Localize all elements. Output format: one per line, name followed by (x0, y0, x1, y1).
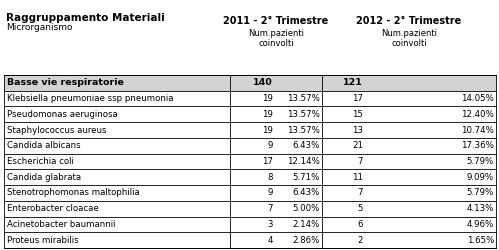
Text: Pseudomonas aeruginosa: Pseudomonas aeruginosa (7, 110, 118, 119)
Text: 4.96%: 4.96% (467, 220, 494, 229)
Bar (4, 185, 496, 201)
Text: Stenotrophomonas maltophilia: Stenotrophomonas maltophilia (7, 188, 140, 198)
Text: 21: 21 (352, 141, 363, 150)
Text: 2: 2 (357, 236, 363, 245)
Text: 19: 19 (262, 126, 273, 134)
Text: 7: 7 (267, 204, 273, 213)
Text: 9: 9 (267, 141, 273, 150)
Text: 5.79%: 5.79% (467, 188, 494, 198)
Text: 6: 6 (357, 220, 363, 229)
Text: 5.71%: 5.71% (292, 173, 320, 182)
Text: 6.43%: 6.43% (292, 188, 320, 198)
Text: 2.86%: 2.86% (292, 236, 320, 245)
Text: Acinetobacter baumannii: Acinetobacter baumannii (7, 220, 115, 229)
Text: 3: 3 (267, 220, 273, 229)
Text: Klebsiella pneumoniae ssp pneumonia: Klebsiella pneumoniae ssp pneumonia (7, 94, 174, 103)
Text: 2.14%: 2.14% (292, 220, 320, 229)
Bar (4, 232, 496, 248)
Text: 8: 8 (267, 173, 273, 182)
Text: 13.57%: 13.57% (287, 94, 320, 103)
Text: 4.13%: 4.13% (467, 204, 494, 213)
Text: 7: 7 (357, 157, 363, 166)
Text: Num.pazienti
coinvolti: Num.pazienti coinvolti (381, 29, 437, 48)
Text: 9.09%: 9.09% (467, 173, 494, 182)
Text: 6.43%: 6.43% (292, 141, 320, 150)
Text: 4: 4 (267, 236, 273, 245)
Text: 15: 15 (352, 110, 363, 119)
Text: 17: 17 (262, 157, 273, 166)
Text: 12.14%: 12.14% (287, 157, 320, 166)
Text: 12.40%: 12.40% (461, 110, 494, 119)
Bar (4, 75, 496, 91)
Text: Num.pazienti
coinvolti: Num.pazienti coinvolti (248, 29, 304, 48)
Bar (4, 91, 496, 106)
Text: 10.74%: 10.74% (461, 126, 494, 134)
Text: 2011 - 2° Trimestre: 2011 - 2° Trimestre (224, 16, 329, 26)
Text: 17: 17 (352, 94, 363, 103)
Text: Candida glabrata: Candida glabrata (7, 173, 81, 182)
Bar (4, 169, 496, 185)
Text: 17.36%: 17.36% (461, 141, 494, 150)
Bar (4, 201, 496, 216)
Text: 13.57%: 13.57% (287, 110, 320, 119)
Text: 14.05%: 14.05% (461, 94, 494, 103)
Text: Proteus mirabilis: Proteus mirabilis (7, 236, 79, 245)
Text: Enterobacter cloacae: Enterobacter cloacae (7, 204, 99, 213)
Text: 13.57%: 13.57% (287, 126, 320, 134)
Text: Basse vie respiratorie: Basse vie respiratorie (7, 78, 124, 87)
Text: 2012 - 2° Trimestre: 2012 - 2° Trimestre (356, 16, 462, 26)
Text: 19: 19 (262, 110, 273, 119)
Bar (4, 216, 496, 232)
Text: 5.00%: 5.00% (292, 204, 320, 213)
Text: 1.65%: 1.65% (467, 236, 494, 245)
Text: 13: 13 (352, 126, 363, 134)
Text: 19: 19 (262, 94, 273, 103)
Text: Microrganismo: Microrganismo (6, 23, 72, 32)
Text: 7: 7 (357, 188, 363, 198)
Bar (4, 138, 496, 154)
Text: 121: 121 (343, 78, 363, 87)
Text: 5: 5 (357, 204, 363, 213)
Bar (4, 106, 496, 122)
Bar (4, 154, 496, 169)
Text: 9: 9 (267, 188, 273, 198)
Text: 5.79%: 5.79% (467, 157, 494, 166)
Text: Raggruppamento Materiali: Raggruppamento Materiali (6, 13, 165, 23)
Text: Staphylococcus aureus: Staphylococcus aureus (7, 126, 106, 134)
Text: 11: 11 (352, 173, 363, 182)
Text: Candida albicans: Candida albicans (7, 141, 81, 150)
Text: 140: 140 (253, 78, 273, 87)
Text: Escherichia coli: Escherichia coli (7, 157, 74, 166)
Bar (4, 122, 496, 138)
